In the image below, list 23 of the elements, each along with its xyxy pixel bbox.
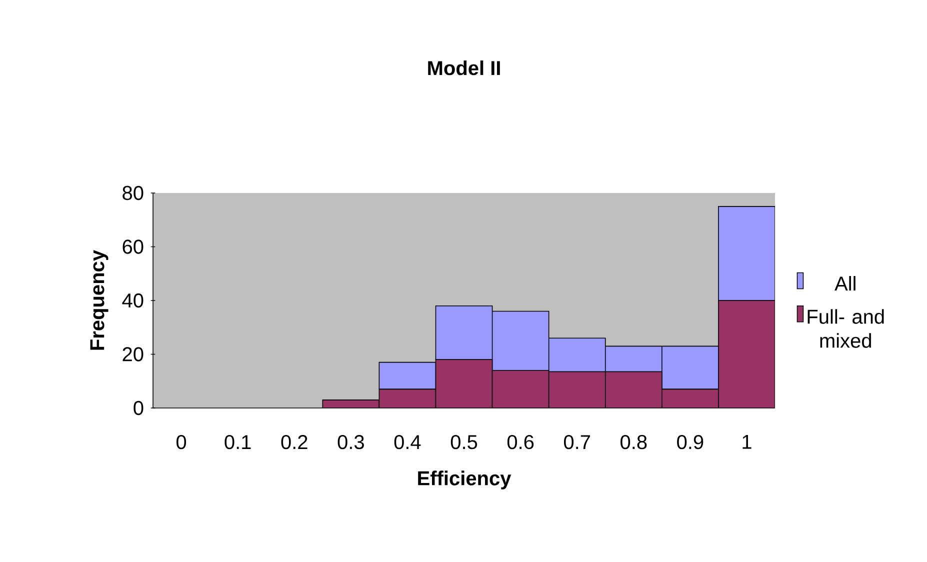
- x-tick-label: 0.2: [281, 434, 308, 450]
- y-tick-label: 60: [122, 240, 144, 254]
- x-tick-label: 0.5: [450, 434, 478, 450]
- x-axis-title: Efficiency: [418, 470, 512, 490]
- legend-label: Full- and mixed: [808, 309, 884, 348]
- y-tick-label: 40: [122, 293, 144, 308]
- x-tick-label: 0.1: [224, 434, 251, 450]
- bar: [718, 206, 776, 301]
- x-tick-label: 0.9: [677, 434, 704, 450]
- legend-label: All: [834, 276, 856, 291]
- y-tick-label: 20: [122, 347, 144, 362]
- y-axis-title: Frequency: [90, 250, 108, 350]
- x-tick-label: 0.3: [338, 434, 364, 450]
- x-tick-label: 0.4: [394, 434, 421, 450]
- chart-title: Model II: [428, 60, 500, 76]
- x-tick-label: 0.6: [507, 434, 534, 450]
- bar: [378, 362, 436, 390]
- y-tick-label: 80: [122, 186, 144, 200]
- x-tick-label: 0.7: [564, 434, 590, 450]
- y-tick-label: 0: [134, 400, 144, 416]
- x-tick-label: 0: [176, 434, 186, 450]
- x-tick-label: 1: [742, 434, 752, 449]
- x-tick-label: 0.8: [620, 434, 647, 450]
